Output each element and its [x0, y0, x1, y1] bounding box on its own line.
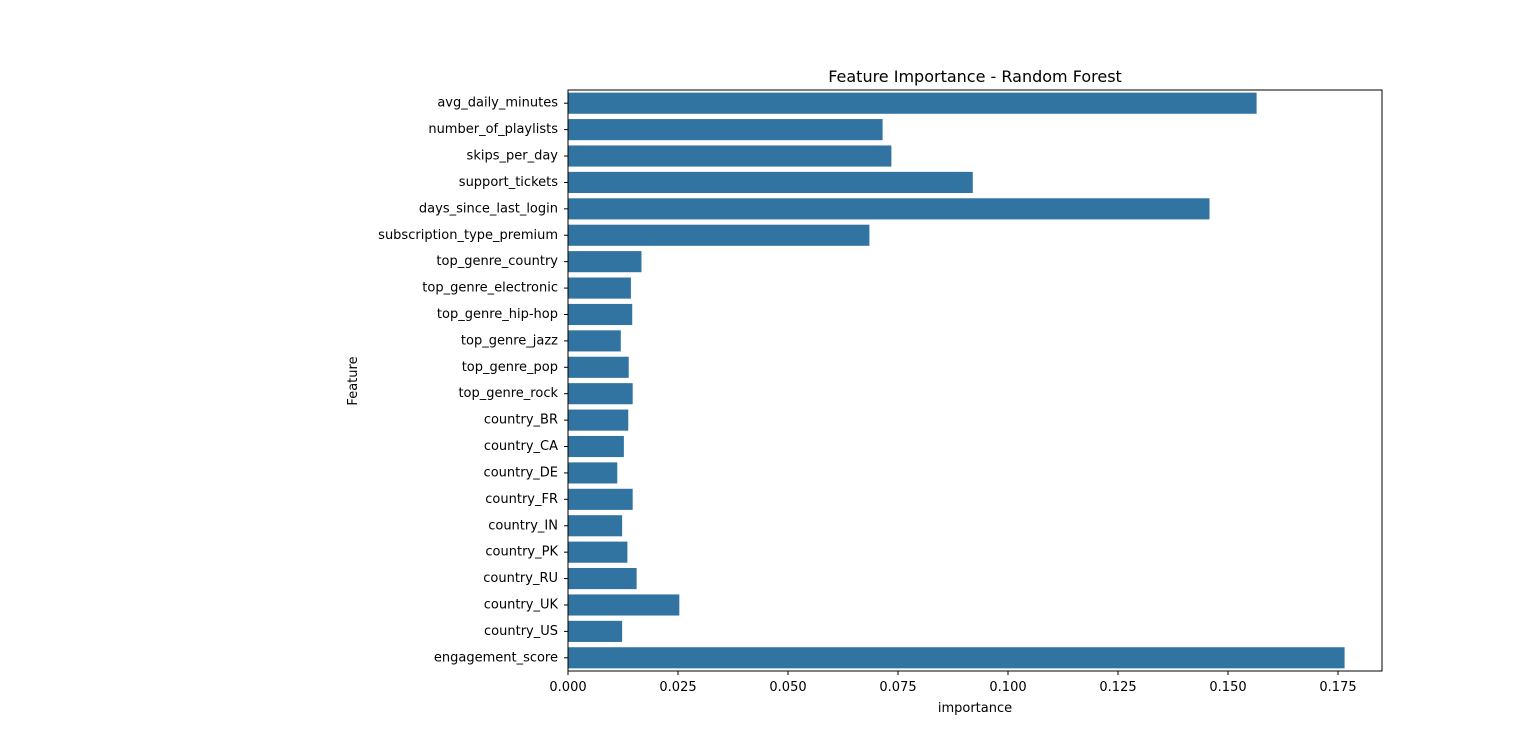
x-tick-label: 0.100 — [989, 680, 1026, 695]
bar-top_genre_hip-hop — [568, 303, 633, 326]
bar-number_of_playlists — [568, 119, 883, 141]
bar-country_PK — [568, 541, 628, 563]
y-tick-label-country_FR: country_FR — [485, 492, 558, 507]
y-tick-label-top_genre_country: top_genre_country — [436, 254, 558, 269]
bar-days_since_last_login — [568, 198, 1210, 220]
bar-avg_daily_minutes — [568, 92, 1257, 114]
y-tick-label-top_genre_hip-hop: top_genre_hip-hop — [437, 307, 558, 322]
y-tick-label-country_PK: country_PK — [485, 545, 558, 560]
bar-country_CA — [568, 435, 624, 458]
bar-country_FR — [568, 488, 633, 510]
y-tick-label-country_US: country_US — [484, 624, 558, 639]
bar-country_UK — [568, 594, 680, 616]
y-tick-label-days_since_last_login: days_since_last_login — [419, 201, 558, 216]
x-tick-label: 0.075 — [879, 680, 916, 695]
x-tick-label: 0.000 — [549, 680, 586, 695]
y-axis-ticks: avg_daily_minutes number_of_playlistsskip… — [378, 96, 568, 665]
bar-country_US — [568, 620, 623, 642]
x-tick-label: 0.150 — [1209, 680, 1246, 695]
y-axis-label: Feature — [346, 356, 361, 405]
x-tick-label: 0.025 — [659, 680, 696, 695]
y-tick-label-support_tickets: support_tickets — [459, 175, 558, 190]
bar-country_BR — [568, 409, 629, 431]
y-tick-label-top_genre_rock: top_genre_rock — [458, 386, 558, 401]
x-axis-label: importance — [938, 701, 1012, 716]
x-tick-label: 0.050 — [769, 680, 806, 695]
bar-top_genre_electronic — [568, 277, 631, 299]
y-tick-label-number_of_playlists: number_of_playlists — [428, 122, 558, 137]
y-tick-label-top_genre_jazz: top_genre_jazz — [461, 333, 558, 348]
bar-country_IN — [568, 515, 623, 537]
bar-support_tickets — [568, 171, 973, 193]
bar-top_genre_country — [568, 251, 642, 273]
y-tick-label-country_DE: country_DE — [484, 465, 558, 480]
bar-subscription_type_premium — [568, 224, 870, 246]
bar-engagement_score — [568, 647, 1345, 669]
y-tick-label-top_genre_pop: top_genre_pop — [462, 360, 558, 375]
bar-top_genre_pop — [568, 356, 629, 378]
y-tick-label-skips_per_day: skips_per_day — [467, 149, 559, 164]
bar-country_DE — [568, 462, 618, 484]
y-tick-label-country_IN: country_IN — [488, 518, 558, 533]
bars-group — [568, 92, 1345, 669]
bar-skips_per_day — [568, 145, 892, 167]
y-tick-label-country_UK: country_UK — [484, 597, 559, 612]
x-tick-label: 0.175 — [1319, 680, 1356, 695]
y-tick-label-avg_daily_minutes: avg_daily_minutes — [437, 96, 558, 111]
x-axis-ticks: 0.000 0.025 0.050 0.075 0.100 0.125 0.150 0.175 — [549, 671, 1357, 695]
plot-frame — [567, 89, 1383, 672]
y-tick-label-country_CA: country_CA — [484, 439, 558, 454]
bar-top_genre_jazz — [568, 330, 621, 352]
y-tick-label-top_genre_electronic: top_genre_electronic — [422, 281, 558, 296]
bar-top_genre_rock — [568, 383, 633, 405]
y-tick-label-subscription_type_premium: subscription_type_premium — [378, 228, 558, 243]
chart-title: Feature Importance - Random Forest — [828, 67, 1122, 86]
y-tick-label-country_RU: country_RU — [483, 571, 558, 586]
y-tick-label-engagement_score: engagement_score — [434, 650, 558, 665]
bar-country_RU — [568, 568, 637, 590]
y-tick-label-country_BR: country_BR — [484, 413, 558, 428]
x-tick-label: 0.125 — [1099, 680, 1136, 695]
